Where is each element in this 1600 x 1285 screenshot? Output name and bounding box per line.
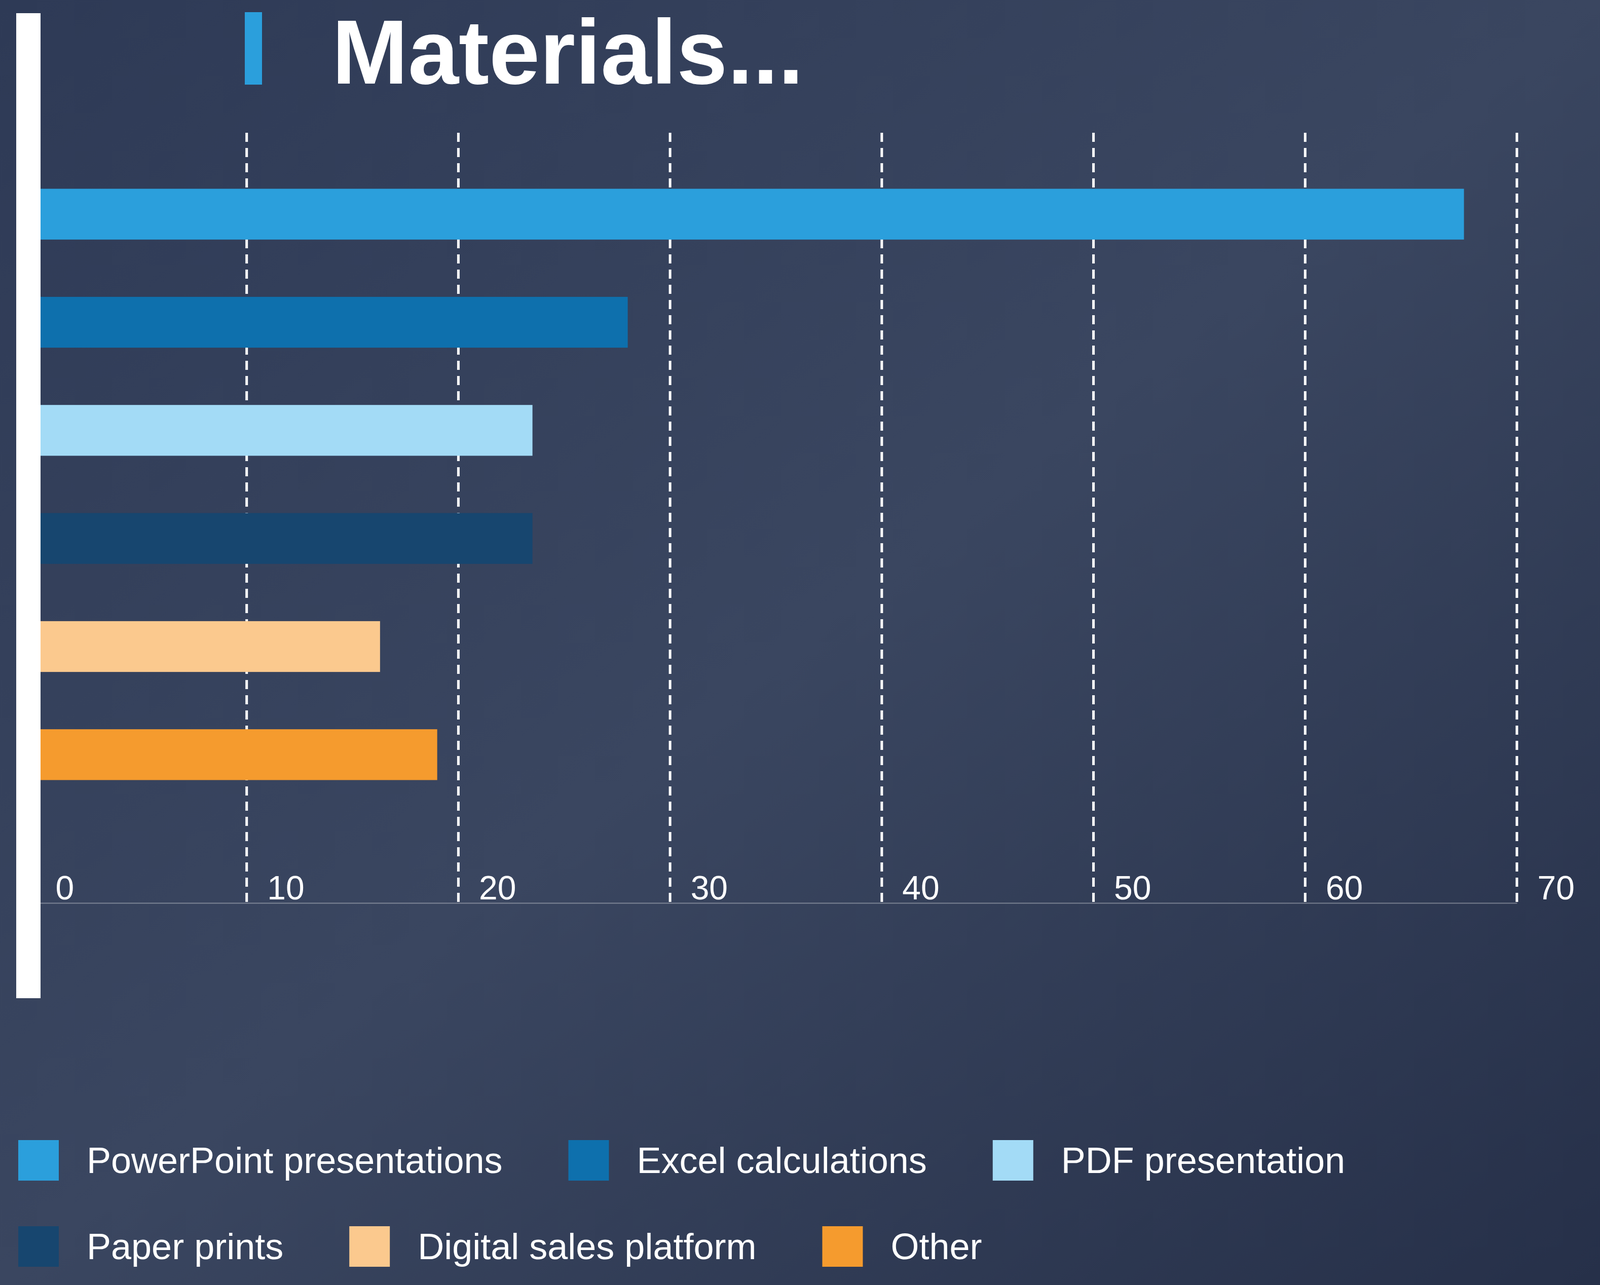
grid-line <box>880 132 883 904</box>
tick-label: 0 <box>55 869 75 907</box>
grid-line <box>1515 132 1519 904</box>
legend-swatch <box>822 1226 863 1268</box>
legend-label: Other <box>890 1226 982 1268</box>
tick-label: 70 <box>1537 869 1575 907</box>
bar <box>34 296 628 348</box>
title: Materials... <box>331 1 804 103</box>
grid <box>34 132 1517 904</box>
side-bar <box>16 13 41 999</box>
legend-label: PDF presentation <box>1061 1140 1346 1181</box>
legend-item: Digital sales platform <box>349 1226 757 1268</box>
tick: 60 <box>1305 869 1363 907</box>
legend-swatch <box>349 1226 390 1268</box>
legend-swatch <box>568 1140 609 1181</box>
tick: 0 <box>35 869 75 907</box>
tick-label: 50 <box>1113 869 1151 907</box>
legend-label: Digital sales platform <box>417 1226 757 1268</box>
grid-line <box>668 132 672 904</box>
legend-label: Paper prints <box>86 1226 284 1268</box>
tick: 70 <box>1517 869 1575 907</box>
axis-line <box>35 903 1518 905</box>
title-accent <box>244 12 263 85</box>
tick: 40 <box>881 869 940 907</box>
legend-item: Excel calculations <box>568 1140 927 1181</box>
tick-label: 40 <box>902 869 940 907</box>
tick: 30 <box>670 869 728 907</box>
tick-label: 10 <box>267 869 305 907</box>
grid-line <box>1304 132 1307 904</box>
tick: 10 <box>246 869 305 907</box>
grid-line <box>1092 132 1095 904</box>
legend-label: PowerPoint presentations <box>86 1140 503 1181</box>
tick: 50 <box>1093 869 1151 907</box>
legend-swatch <box>992 1140 1034 1181</box>
x-axis: 0 10 20 30 40 50 60 70 <box>35 869 1575 907</box>
legend-item: Other <box>822 1226 982 1268</box>
legend-item: Paper prints <box>18 1226 284 1268</box>
legend: PowerPoint presentations Excel calculatio… <box>18 1140 1346 1268</box>
legend-item: PDF presentation <box>992 1140 1346 1181</box>
legend-swatch <box>18 1226 59 1268</box>
background <box>0 0 1600 1285</box>
bars <box>34 189 1465 781</box>
tick-label: 30 <box>690 869 728 907</box>
bar <box>34 404 533 456</box>
bar <box>34 189 1465 240</box>
chart: 0 10 20 30 40 50 60 70 Materials... PowerPoint pr… <box>0 0 1600 1285</box>
bar <box>34 621 381 673</box>
legend-item: PowerPoint presentations <box>18 1140 503 1181</box>
bar <box>34 513 533 565</box>
legend-label: Excel calculations <box>636 1140 927 1181</box>
tick-label: 20 <box>478 869 516 907</box>
tick-label: 60 <box>1325 869 1363 907</box>
tick: 20 <box>458 869 516 907</box>
legend-swatch <box>18 1140 59 1181</box>
bar <box>34 729 438 780</box>
